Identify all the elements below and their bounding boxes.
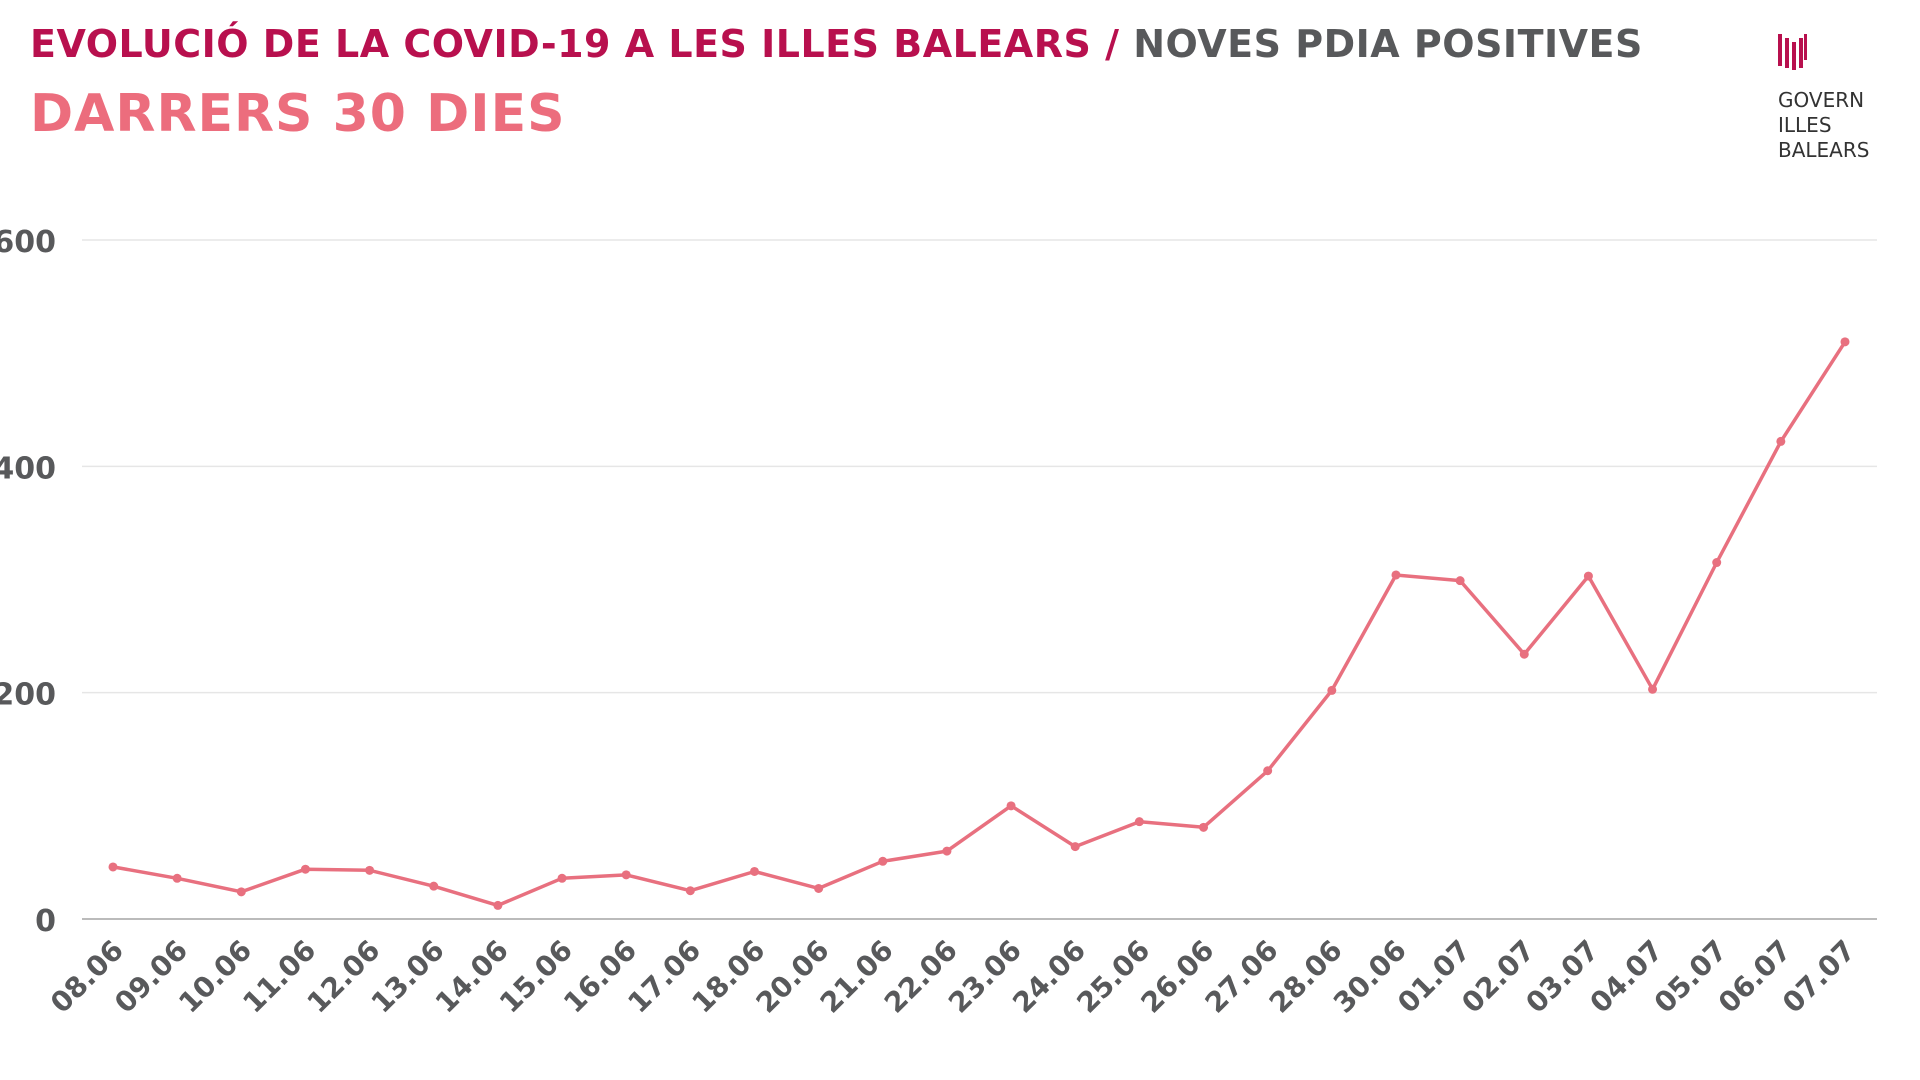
x-tick-label: 09.06 (108, 934, 194, 1020)
data-point (1583, 571, 1593, 581)
x-tick-label: 05.07 (1648, 934, 1734, 1020)
y-tick-label: 200 (0, 678, 56, 713)
data-point (878, 856, 888, 866)
logo-text-line-2: ILLES (1778, 113, 1832, 137)
y-tick-label: 0 (35, 904, 56, 939)
x-tick-label: 16.06 (557, 934, 643, 1020)
data-point (557, 873, 567, 883)
data-point (1519, 649, 1529, 659)
x-tick-label: 23.06 (942, 934, 1028, 1020)
data-point (429, 881, 439, 891)
data-point (1327, 685, 1337, 695)
data-point (1006, 801, 1016, 811)
govern-logo: GOVERN ILLES BALEARS (1778, 34, 1898, 163)
x-tick-label: 13.06 (365, 934, 451, 1020)
data-point (236, 887, 246, 897)
x-tick-label: 17.06 (621, 934, 707, 1020)
data-point (1199, 822, 1209, 832)
data-point (108, 862, 118, 872)
data-point (1391, 570, 1401, 580)
data-point (685, 886, 695, 896)
data-point (1648, 684, 1658, 694)
chart-title: EVOLUCIÓ DE LA COVID-19 A LES ILLES BALE… (30, 22, 1643, 66)
x-tick-label: 10.06 (172, 934, 258, 1020)
x-tick-label: 12.06 (301, 934, 387, 1020)
data-point (1840, 337, 1850, 347)
x-tick-label: 26.06 (1134, 934, 1220, 1020)
data-point (942, 846, 952, 856)
data-point (621, 870, 631, 880)
x-tick-label: 07.07 (1776, 934, 1862, 1020)
data-point (300, 864, 310, 874)
x-tick-label: 27.06 (1199, 934, 1285, 1020)
data-point (365, 865, 375, 875)
x-tick-label: 11.06 (236, 934, 322, 1020)
x-tick-label: 28.06 (1263, 934, 1349, 1020)
x-tick-label: 06.07 (1712, 934, 1798, 1020)
series-line (111, 340, 1847, 908)
data-point (1776, 436, 1786, 446)
data-point (1134, 817, 1144, 827)
logo-text-line-3: BALEARS (1778, 138, 1870, 162)
data-point (749, 866, 759, 876)
x-tick-label: 14.06 (429, 934, 515, 1020)
y-tick-label: 400 (0, 451, 56, 486)
data-point (1070, 842, 1080, 852)
data-point (1263, 766, 1273, 776)
x-tick-label: 01.07 (1391, 934, 1477, 1020)
data-point (172, 873, 182, 883)
x-tick-label: 22.06 (878, 934, 964, 1020)
x-tick-label: 08.06 (44, 934, 130, 1020)
data-point (1712, 558, 1722, 568)
chart-title-sub: NOVES PDIA POSITIVES (1133, 22, 1643, 66)
logo-text-line-1: GOVERN (1778, 88, 1865, 112)
data-point (493, 900, 503, 910)
x-tick-label: 02.07 (1455, 934, 1541, 1020)
y-tick-label: 600 (0, 225, 56, 260)
chart-title-main: EVOLUCIÓ DE LA COVID-19 A LES ILLES BALE… (30, 22, 1092, 66)
x-tick-label: 15.06 (493, 934, 579, 1020)
x-tick-label: 04.07 (1584, 934, 1670, 1020)
x-tick-label: 24.06 (1006, 934, 1092, 1020)
data-point (1455, 576, 1465, 586)
data-point (814, 883, 824, 893)
x-tick-label: 25.06 (1070, 934, 1156, 1020)
x-tick-label: 03.07 (1519, 934, 1605, 1020)
chart-title-separator: / (1105, 22, 1120, 66)
x-tick-label: 30.06 (1327, 934, 1413, 1020)
x-tick-label: 18.06 (685, 934, 771, 1020)
x-tick-label: 21.06 (814, 934, 900, 1020)
chart-subtitle: DARRERS 30 DIES (30, 84, 566, 144)
govern-illes-balears-emblem-icon (1778, 34, 1807, 70)
x-tick-label: 20.06 (750, 934, 836, 1020)
